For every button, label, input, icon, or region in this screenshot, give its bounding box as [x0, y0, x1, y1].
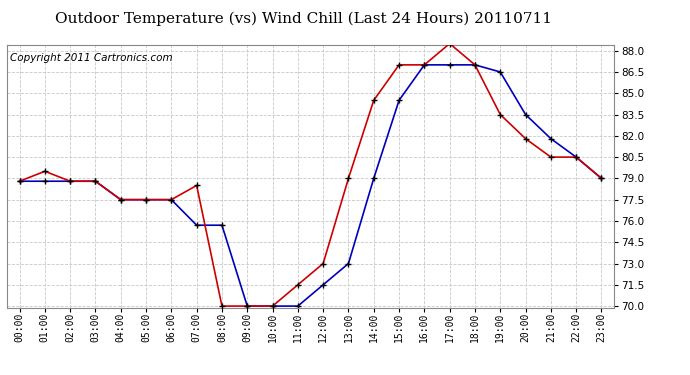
Text: Outdoor Temperature (vs) Wind Chill (Last 24 Hours) 20110711: Outdoor Temperature (vs) Wind Chill (Las…: [55, 11, 552, 26]
Text: Copyright 2011 Cartronics.com: Copyright 2011 Cartronics.com: [10, 53, 172, 63]
